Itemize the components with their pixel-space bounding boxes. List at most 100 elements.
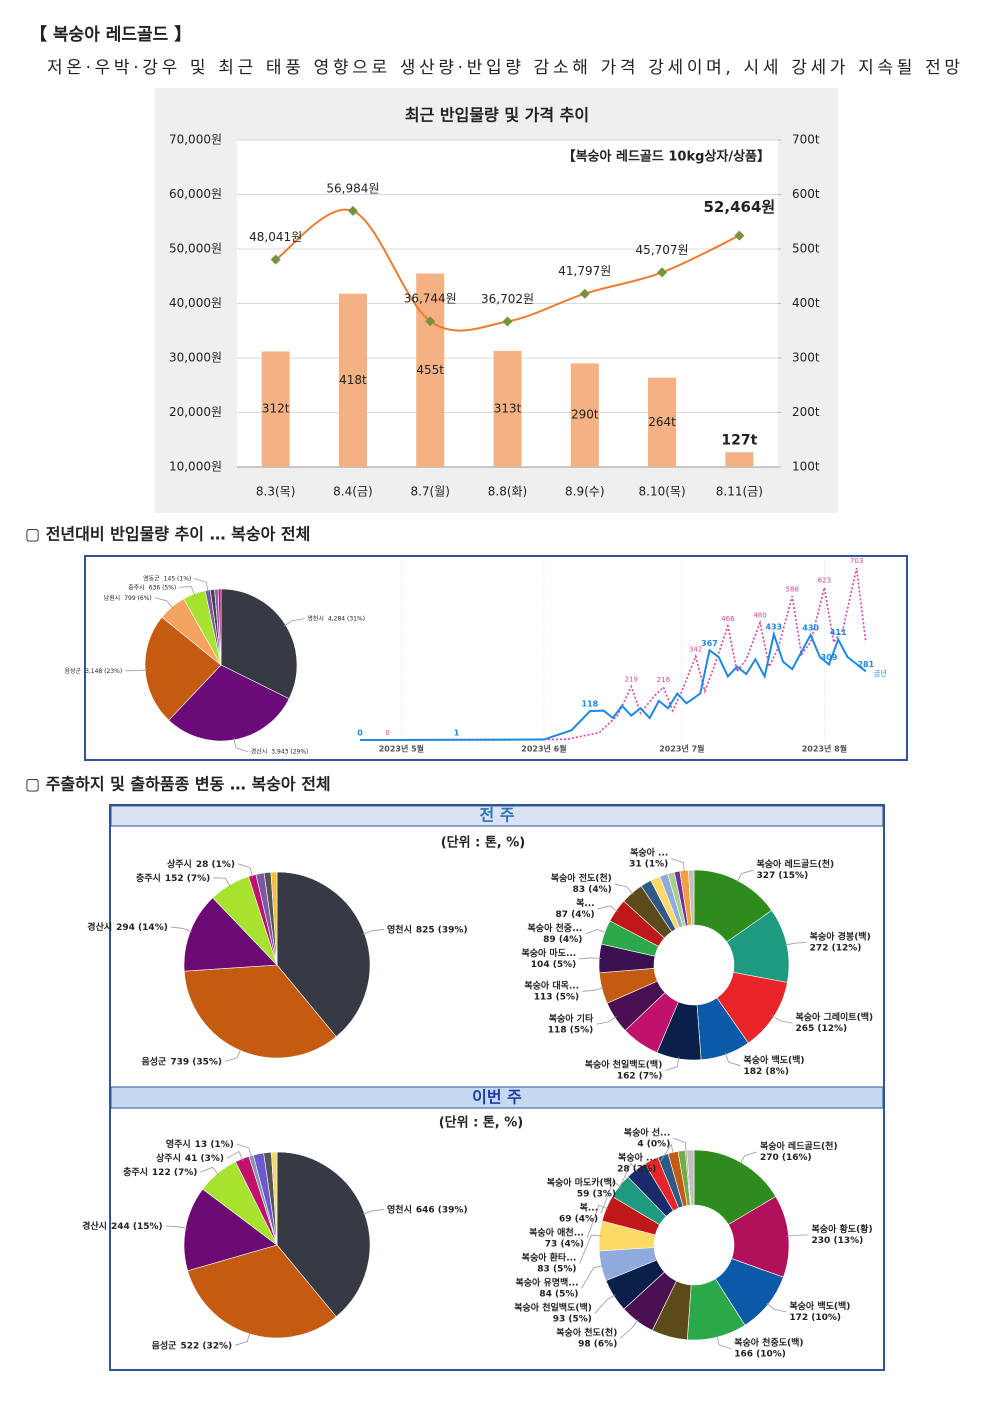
slice-category: 남원시	[104, 593, 121, 601]
slice-label: 영천시 825 (39%)	[387, 923, 468, 935]
slice-category: 복...	[580, 1202, 599, 1213]
bar-label: 313t	[494, 401, 522, 415]
slice-category: 복숭아 전도(천)	[551, 871, 612, 883]
line-label: 48,041원	[249, 230, 302, 244]
line-marker	[425, 316, 436, 327]
point-label: 367	[701, 639, 718, 648]
leader-line	[724, 1052, 741, 1067]
slice-category: 복숭아 애천...	[529, 1226, 584, 1238]
leader-line	[736, 869, 754, 883]
annotation: 【복숭아 레드골드 10kg상자/상품】	[563, 149, 770, 165]
bar	[570, 363, 599, 467]
line-marker	[270, 254, 281, 265]
slice-category: 경산시	[251, 747, 268, 755]
slice-label: 복... 69 (4%)	[559, 1202, 598, 1224]
slice-category: 복숭아 그레이트(백)	[795, 1011, 873, 1023]
slice-category: 복숭아 천도(천)	[556, 1326, 617, 1338]
leader-line	[213, 877, 231, 888]
slice-value: 182 (8%)	[744, 1066, 789, 1076]
slice-label: 영천시 646 (39%)	[387, 1203, 468, 1215]
slice-label: 남원시 799 (6%)	[104, 593, 152, 601]
bar	[648, 377, 677, 467]
slice-category: 복숭아 마도카(백)	[547, 1176, 616, 1188]
slice-label: 복숭아 대옥... 113 (5%)	[524, 979, 579, 1002]
slice-label: 경산시 244 (15%)	[82, 1219, 163, 1231]
slice-value: 265 (12%)	[795, 1024, 847, 1034]
x-tick-label: 8.8(화)	[488, 485, 528, 499]
leader-line	[673, 1138, 687, 1153]
x-tick-label: 2023년 7월	[659, 744, 704, 754]
series-line	[359, 630, 867, 741]
leader-line	[665, 1056, 680, 1071]
slice-label: 복숭아 그레이트(백) 265 (12%)	[795, 1011, 873, 1034]
bar-label: 290t	[571, 408, 599, 422]
pie-slice	[271, 1151, 278, 1246]
slice-category: 영천시	[307, 614, 324, 622]
slice-category: 복숭아 황도(황)	[812, 1222, 873, 1234]
slice-category: 영천시	[387, 1203, 412, 1215]
line-marker	[734, 230, 745, 241]
slice-value: 118 (5%)	[548, 1025, 593, 1035]
slice-category: 복숭아 천일백도(백)	[514, 1301, 592, 1313]
slice-label: 복숭아 천일백도(백) 162 (7%)	[585, 1058, 663, 1081]
line-marker	[579, 288, 590, 299]
y-tick-label: 30,000원	[169, 351, 222, 365]
slice-label: 복숭아 레드골드(천) 327 (15%)	[757, 858, 835, 881]
y2-tick-label: 500t	[792, 242, 820, 256]
slice-category: 복숭아 천중도(백)	[734, 1336, 803, 1348]
bar-label: 418t	[339, 373, 367, 387]
point-label: 623	[818, 577, 831, 585]
slice-value: 4,284 (31%)	[328, 615, 365, 622]
series-name: 금년	[874, 668, 887, 677]
slice-category: 복숭아 환타...	[522, 1251, 577, 1263]
pie-slice	[270, 871, 278, 966]
slice-label: 복숭아 마도... 104 (5%)	[521, 946, 576, 969]
slice-label: 복숭아 천중... 89 (4%)	[528, 921, 583, 944]
point-label: 342	[689, 645, 702, 653]
leader-line	[771, 1015, 793, 1024]
bar-label: 127t	[721, 432, 757, 448]
slice-category: 복숭아 레드골드(천)	[757, 858, 835, 870]
slice-category: 복숭아 레드골드(천)	[760, 1140, 838, 1152]
slice-value: 89 (4%)	[543, 934, 582, 944]
x-tick-label: 2023년 8월	[802, 744, 847, 754]
y2-tick-label: 300t	[792, 351, 820, 365]
slice-category: 복숭아 천중...	[528, 921, 583, 933]
slice-label: 복숭아 경봉(백) 272 (12%)	[810, 930, 871, 953]
y2-tick-label: 400t	[792, 296, 820, 310]
bar-label: 455t	[416, 363, 444, 377]
slice-value: 646 (39%)	[416, 1205, 468, 1215]
line-label: 56,984원	[326, 181, 379, 195]
line-label: 36,744원	[404, 292, 457, 306]
slice-category: 충주시	[136, 871, 161, 883]
slice-value: 272 (12%)	[810, 943, 862, 953]
leader-line	[614, 883, 634, 895]
leader-line	[165, 1225, 188, 1229]
slice-label: 복숭아 ... 31 (1%)	[629, 846, 668, 869]
slice-category: 상주시	[156, 1152, 181, 1164]
slice-label: 복숭아 애천... 73 (4%)	[529, 1226, 584, 1249]
slice-category: 경산시	[87, 920, 112, 932]
leader-line	[784, 941, 807, 946]
line-label: 45,707원	[636, 243, 689, 257]
week-title: 이번 주	[472, 1088, 522, 1107]
slice-category: 경산시	[82, 1219, 107, 1231]
leader-line	[581, 1265, 604, 1289]
pie-slice	[688, 869, 695, 926]
point-label: 0	[357, 729, 363, 738]
leader-line	[658, 1143, 674, 1164]
slice-value: 28 (2%)	[617, 1164, 656, 1174]
chart-title: 최근 반입물량 및 가격 추이	[405, 106, 589, 125]
slice-label: 복숭아 마도카(백) 59 (3%)	[547, 1176, 616, 1199]
slice-label: 경산시 294 (14%)	[87, 920, 168, 932]
point-label: 0	[385, 729, 389, 737]
leader-line	[236, 1143, 253, 1158]
slice-label: 복숭아 ... 28 (2%)	[617, 1151, 656, 1174]
leader-line	[786, 1234, 809, 1237]
slice-value: 3,943 (29%)	[271, 748, 308, 755]
pie-slice	[217, 588, 222, 666]
bar	[493, 350, 522, 467]
point-label: 703	[850, 557, 863, 565]
x-tick-label: 8.10(목)	[639, 485, 686, 499]
